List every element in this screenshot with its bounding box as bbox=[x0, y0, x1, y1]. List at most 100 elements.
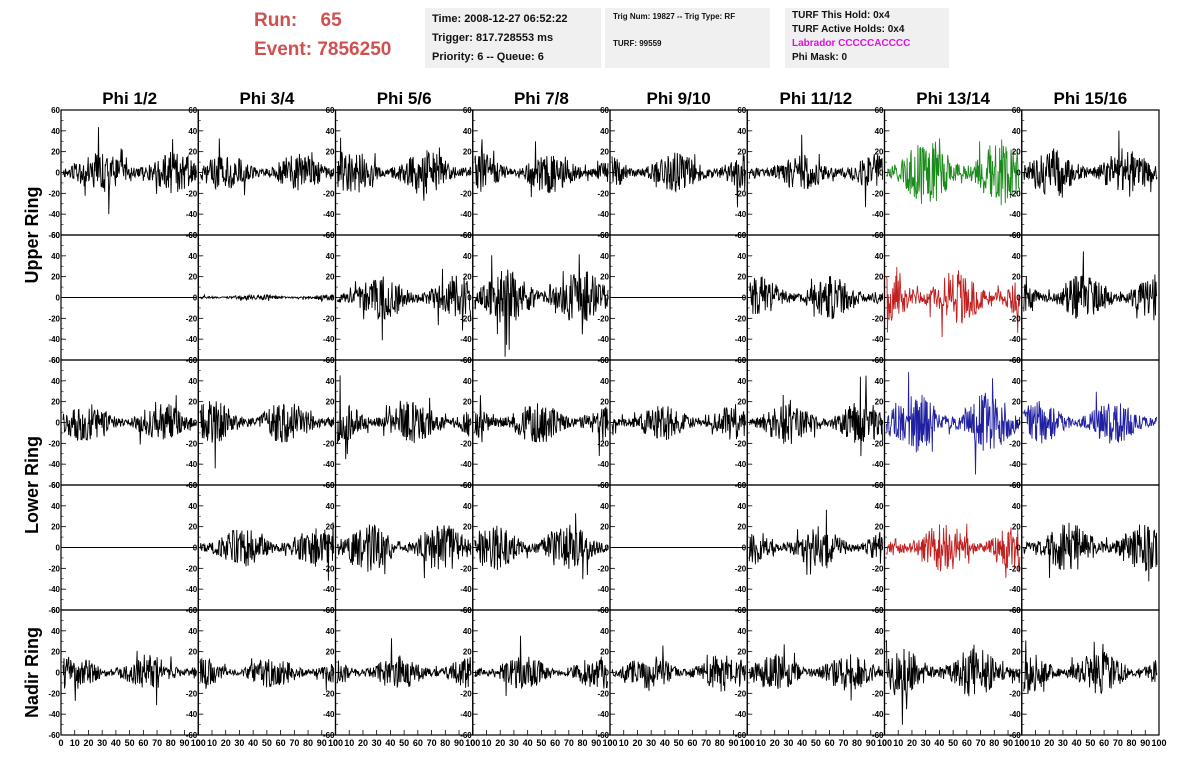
y-tick-label: 20 bbox=[1012, 273, 1021, 282]
y-tick-label: 20 bbox=[737, 148, 746, 157]
y-tick-label: -40 bbox=[1009, 335, 1021, 344]
y-tick-label: 40 bbox=[326, 502, 335, 511]
y-tick-label: 60 bbox=[188, 481, 197, 490]
y-tick-label: -40 bbox=[1009, 710, 1021, 719]
y-tick-label: 0 bbox=[879, 669, 884, 678]
y-tick-label: 40 bbox=[875, 127, 884, 136]
y-tick-label: 40 bbox=[737, 627, 746, 636]
x-tick-label: 50 bbox=[125, 738, 135, 748]
y-tick-label: 20 bbox=[875, 523, 884, 532]
y-tick-label: 40 bbox=[463, 377, 472, 386]
x-tick-label: 100 bbox=[602, 738, 617, 748]
y-tick-label: 20 bbox=[463, 523, 472, 532]
waveform-trace bbox=[199, 293, 334, 302]
y-tick-label: -20 bbox=[1009, 689, 1021, 698]
y-tick-label: -40 bbox=[48, 210, 60, 219]
waveform-trace bbox=[749, 644, 883, 701]
x-tick-label: 70 bbox=[427, 738, 437, 748]
x-tick-label: 60 bbox=[550, 738, 560, 748]
y-tick-label: -60 bbox=[48, 481, 60, 490]
x-tick-label: 40 bbox=[385, 738, 395, 748]
x-tick-label: 50 bbox=[262, 738, 272, 748]
x-tick-label: 50 bbox=[811, 738, 821, 748]
x-tick-label: 40 bbox=[1072, 738, 1082, 748]
y-tick-label: 0 bbox=[879, 294, 884, 303]
y-tick-label: 40 bbox=[188, 502, 197, 511]
y-tick-label: 0 bbox=[605, 419, 610, 428]
x-tick-label: 0 bbox=[1019, 738, 1024, 748]
y-tick-label: -20 bbox=[1009, 564, 1021, 573]
y-tick-label: -40 bbox=[323, 460, 335, 469]
y-tick-label: 40 bbox=[188, 627, 197, 636]
y-tick-label: 0 bbox=[1016, 419, 1021, 428]
y-tick-label: 60 bbox=[51, 481, 60, 490]
x-tick-label: 50 bbox=[399, 738, 409, 748]
y-tick-label: -20 bbox=[460, 189, 472, 198]
y-tick-label: -40 bbox=[186, 585, 198, 594]
y-tick-label: -40 bbox=[48, 460, 60, 469]
y-tick-label: 20 bbox=[463, 398, 472, 407]
x-tick-label: 10 bbox=[207, 738, 217, 748]
y-tick-label: -40 bbox=[460, 585, 472, 594]
y-tick-label: -60 bbox=[1009, 731, 1021, 740]
x-tick-label: 10 bbox=[1030, 738, 1040, 748]
y-tick-label: -60 bbox=[48, 356, 60, 365]
waveform-trace bbox=[748, 134, 883, 208]
x-tick-label: 90 bbox=[866, 738, 876, 748]
y-tick-label: -40 bbox=[323, 585, 335, 594]
row-group-label: Lower Ring bbox=[22, 436, 42, 534]
y-tick-label: 20 bbox=[188, 148, 197, 157]
x-tick-label: 60 bbox=[276, 738, 286, 748]
x-tick-label: 80 bbox=[989, 738, 999, 748]
y-tick-label: 20 bbox=[600, 273, 609, 282]
phi-mask-text: Phi Mask: 0 bbox=[792, 52, 848, 63]
y-tick-label: -60 bbox=[48, 606, 60, 615]
y-tick-label: 40 bbox=[1012, 127, 1021, 136]
x-tick-label: 20 bbox=[632, 738, 642, 748]
y-tick-label: -20 bbox=[872, 564, 884, 573]
x-tick-label: 30 bbox=[97, 738, 107, 748]
waveform-trace bbox=[62, 395, 197, 445]
y-tick-label: -20 bbox=[323, 439, 335, 448]
y-tick-label: -20 bbox=[48, 314, 60, 323]
y-tick-label: 60 bbox=[600, 481, 609, 490]
y-tick-label: 0 bbox=[742, 294, 747, 303]
x-tick-label: 10 bbox=[619, 738, 629, 748]
y-tick-label: 60 bbox=[737, 231, 746, 240]
y-tick-label: -40 bbox=[186, 335, 198, 344]
y-tick-label: 20 bbox=[326, 523, 335, 532]
y-tick-label: -40 bbox=[872, 460, 884, 469]
x-tick-label: 20 bbox=[770, 738, 780, 748]
x-tick-label: 60 bbox=[825, 738, 835, 748]
waveform-trace bbox=[199, 138, 334, 196]
y-tick-label: -20 bbox=[323, 689, 335, 698]
waveform-trace bbox=[474, 513, 609, 580]
y-tick-label: 20 bbox=[737, 273, 746, 282]
y-tick-label: -60 bbox=[48, 731, 60, 740]
y-tick-label: -40 bbox=[186, 710, 198, 719]
y-tick-label: 20 bbox=[188, 648, 197, 657]
y-tick-label: -20 bbox=[872, 314, 884, 323]
turf-info-box: TURF This Hold: 0x4 TURF Active Holds: 0… bbox=[785, 8, 949, 68]
y-tick-label: -60 bbox=[872, 731, 884, 740]
y-tick-label: 20 bbox=[737, 648, 746, 657]
x-tick-label: 80 bbox=[578, 738, 588, 748]
y-tick-label: 0 bbox=[56, 294, 61, 303]
x-tick-label: 40 bbox=[797, 738, 807, 748]
y-tick-label: 0 bbox=[742, 669, 747, 678]
x-tick-label: 20 bbox=[83, 738, 93, 748]
y-tick-label: 40 bbox=[51, 502, 60, 511]
y-tick-label: -40 bbox=[460, 210, 472, 219]
y-tick-label: 40 bbox=[51, 127, 60, 136]
y-tick-label: 20 bbox=[737, 398, 746, 407]
x-tick-label: 40 bbox=[111, 738, 121, 748]
y-tick-label: 40 bbox=[51, 377, 60, 386]
y-tick-label: 40 bbox=[600, 502, 609, 511]
y-tick-label: -20 bbox=[48, 564, 60, 573]
x-tick-label: 90 bbox=[1140, 738, 1150, 748]
y-tick-label: 0 bbox=[879, 419, 884, 428]
y-tick-label: 40 bbox=[51, 627, 60, 636]
x-tick-label: 100 bbox=[740, 738, 755, 748]
y-tick-label: -40 bbox=[597, 210, 609, 219]
waveform-trace bbox=[199, 657, 334, 691]
